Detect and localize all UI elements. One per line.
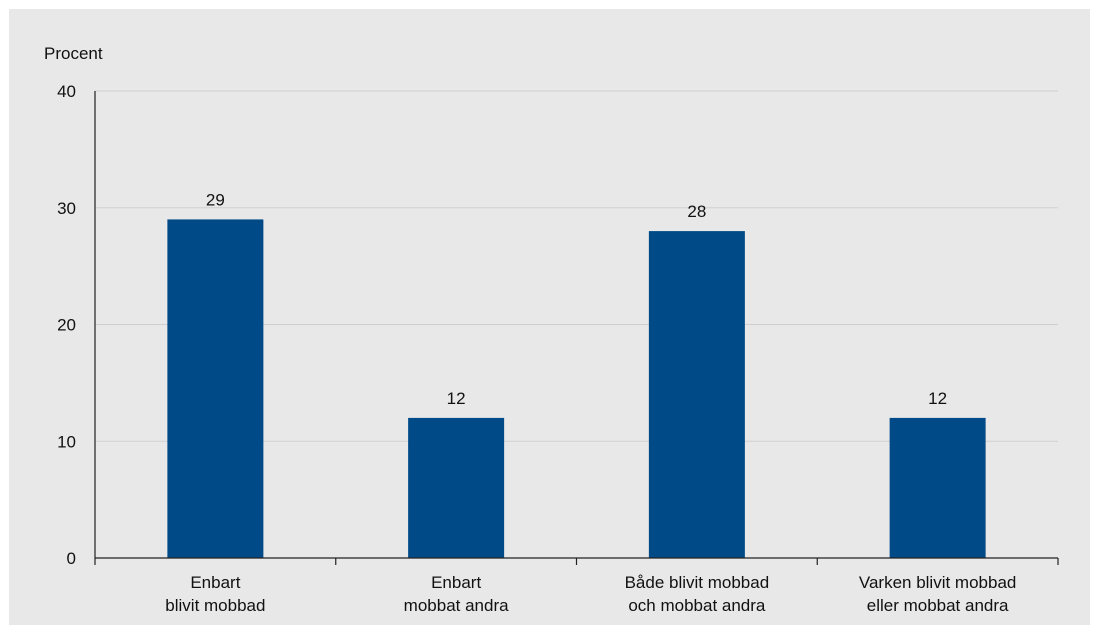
y-tick-label: 10 xyxy=(57,432,76,451)
category-label-line: eller mobbat andra xyxy=(867,596,1009,615)
category-label: Varken blivit mobbad eller mobbat andra xyxy=(859,573,1017,615)
category-label-line: mobbat andra xyxy=(404,596,509,615)
category-label: Både blivit mobbad och mobbat andra xyxy=(625,573,770,615)
bar xyxy=(408,417,505,558)
y-tick-label: 0 xyxy=(67,549,76,568)
bars xyxy=(167,219,986,559)
y-tick-label: 20 xyxy=(57,316,76,335)
data-label: 12 xyxy=(928,389,947,408)
bar xyxy=(889,417,986,558)
bar xyxy=(167,219,264,559)
category-label: Enbart mobbat andra xyxy=(404,573,509,615)
y-tick-labels: 0 10 20 30 40 xyxy=(57,82,76,568)
data-labels: 29 12 28 12 xyxy=(206,190,947,407)
category-label-line: och mobbat andra xyxy=(628,596,766,615)
bar xyxy=(648,231,745,558)
y-tick-label: 30 xyxy=(57,199,76,218)
data-label: 29 xyxy=(206,190,225,209)
y-axis-unit-label: Procent xyxy=(44,44,103,63)
y-tick-label: 40 xyxy=(57,82,76,101)
category-labels: Enbart blivit mobbad Enbart mobbat andra Båd… xyxy=(165,573,1016,615)
category-label-line: Enbart xyxy=(190,573,240,592)
category-label-line: Både blivit mobbad xyxy=(625,573,770,592)
data-label: 28 xyxy=(687,202,706,221)
category-label-line: blivit mobbad xyxy=(165,596,265,615)
data-label: 12 xyxy=(447,389,466,408)
category-label: Enbart blivit mobbad xyxy=(165,573,265,615)
x-tick-marks xyxy=(94,558,1059,565)
category-label-line: Enbart xyxy=(431,573,481,592)
category-label-line: Varken blivit mobbad xyxy=(859,573,1017,592)
